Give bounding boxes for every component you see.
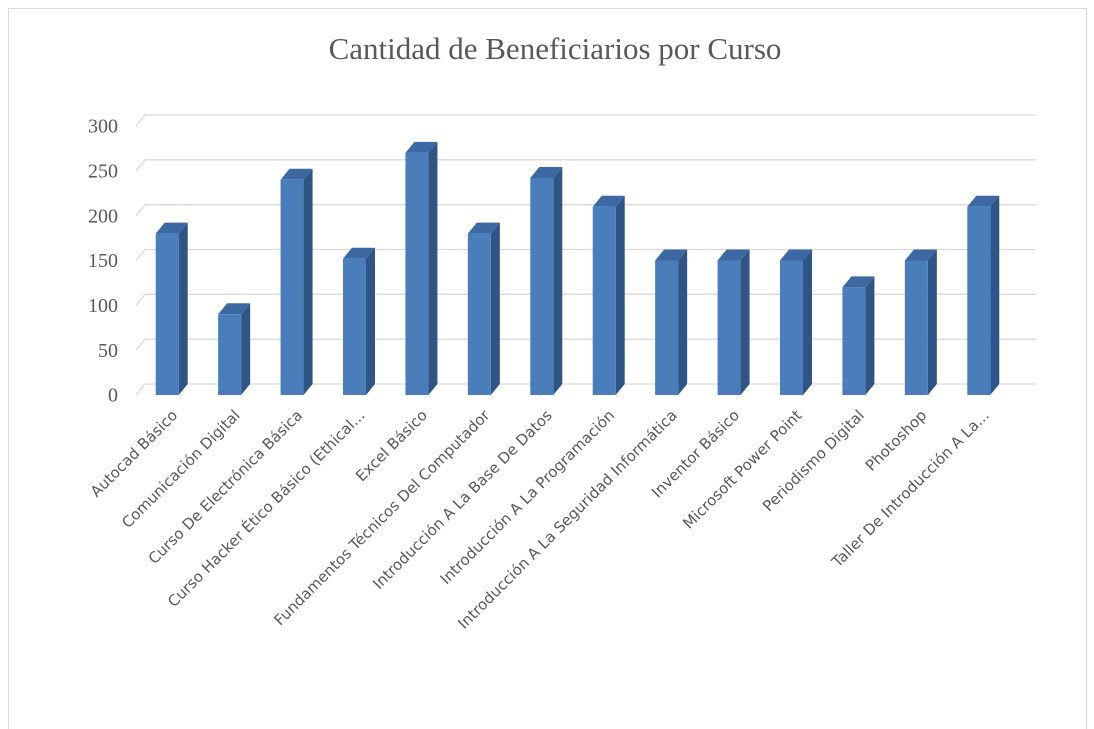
bar-front — [842, 287, 866, 395]
grid-side — [135, 383, 146, 396]
y-tick-label: 300 — [88, 116, 118, 138]
bar-front — [343, 258, 366, 395]
grid-side — [135, 293, 146, 306]
bar-top — [280, 168, 313, 180]
bar — [343, 247, 375, 395]
bar-top — [717, 249, 750, 261]
bar-side — [178, 222, 188, 395]
bar-top — [780, 249, 812, 261]
y-tick-label: 150 — [88, 250, 118, 272]
bar-top — [842, 276, 875, 288]
bar-front — [280, 179, 304, 395]
bar-side — [990, 195, 1000, 395]
y-tick-label: 250 — [88, 160, 118, 182]
bar — [218, 303, 251, 395]
bar-front — [655, 260, 679, 395]
y-tick-label: 100 — [88, 295, 118, 317]
bar — [967, 195, 1000, 395]
bar — [530, 167, 563, 395]
bar-top — [155, 222, 188, 234]
bar-top — [655, 249, 688, 261]
bar-side — [428, 141, 438, 395]
bar — [280, 168, 313, 395]
bar-side — [490, 222, 500, 395]
bar-side — [303, 168, 313, 395]
bar-front — [717, 260, 741, 395]
bar-side — [615, 195, 625, 395]
bar-side — [553, 167, 563, 395]
bar-top — [405, 141, 438, 153]
bar-side — [678, 249, 688, 395]
bar-top — [967, 195, 1000, 207]
bar-front — [467, 233, 491, 395]
bar-side — [927, 249, 937, 395]
bar-top — [343, 247, 375, 259]
grid-side — [135, 159, 146, 172]
bar-top — [530, 167, 563, 179]
bar-front — [405, 152, 429, 395]
grid-side — [135, 249, 146, 261]
bar-top — [592, 195, 625, 207]
bar-top — [467, 222, 500, 234]
y-tick-label: 50 — [98, 340, 118, 362]
bar-top — [218, 303, 251, 315]
bar-front — [530, 178, 554, 395]
y-tick-label: 200 — [88, 205, 118, 227]
bar-front — [780, 260, 803, 395]
bar — [655, 249, 688, 395]
grid-side — [135, 204, 146, 217]
bar-front — [592, 206, 616, 395]
bar-side — [865, 276, 875, 395]
bar-front — [967, 206, 991, 395]
bar-top — [904, 249, 937, 261]
bar — [467, 222, 500, 395]
grid-side — [135, 338, 146, 351]
bar-side — [241, 303, 251, 395]
bar-front — [155, 233, 179, 395]
bar — [780, 249, 812, 395]
bar-side — [740, 249, 750, 395]
bar — [155, 222, 188, 395]
y-tick-label: 0 — [108, 385, 118, 407]
bar-front — [218, 314, 242, 395]
chart-title: Cantidad de Beneficiarios por Curso — [329, 31, 782, 66]
bar — [842, 276, 875, 395]
bar-side — [366, 247, 375, 395]
bar — [904, 249, 937, 395]
bar — [592, 195, 625, 395]
bar-front — [904, 260, 928, 395]
bar-side — [803, 249, 812, 395]
bar — [717, 249, 750, 395]
bar — [405, 141, 438, 395]
grid-side — [135, 114, 146, 127]
